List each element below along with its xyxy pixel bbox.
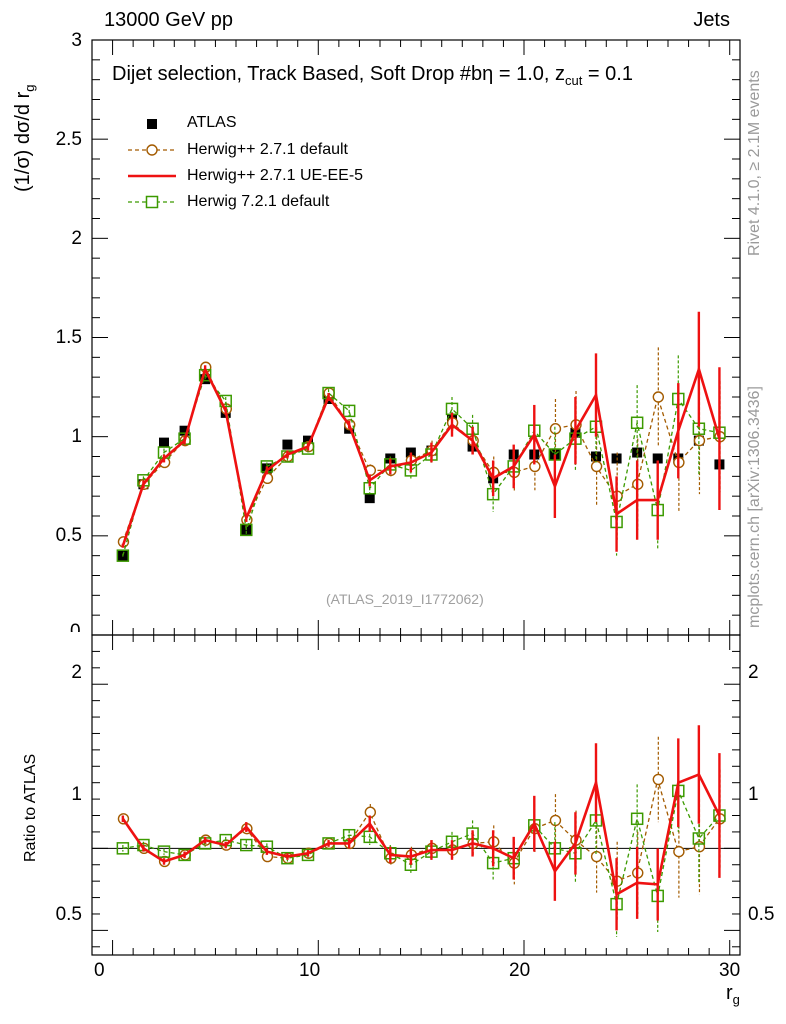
main-y-tick-label: 1.5 bbox=[55, 327, 82, 348]
plot-title-main: Dijet selection, Track Based, Soft Drop … bbox=[112, 63, 566, 85]
herwig-7-2-1-default-marker bbox=[281, 851, 294, 865]
x-tick-label: 0 bbox=[94, 960, 105, 981]
ratio-y-tick-label-right: 1 bbox=[748, 784, 759, 805]
main-y-axis-label-subscript: g bbox=[22, 84, 37, 92]
herwig-7-2-1-default-line bbox=[122, 788, 720, 905]
legend-marker-atlas bbox=[147, 119, 157, 129]
legend-marker-herwig72-default bbox=[145, 195, 159, 209]
herwig-7-2-1-default-line bbox=[122, 373, 720, 556]
herwig-2-7-1-default-marker bbox=[693, 840, 706, 853]
main-y-tick-label: 3 bbox=[71, 30, 82, 51]
herwig-7-2-1-default-marker bbox=[240, 838, 253, 852]
herwig-2-7-1-default-marker bbox=[652, 391, 665, 403]
plot-title-subscript: cut bbox=[565, 73, 583, 88]
ratio-y-tick-label-right: 0.5 bbox=[748, 904, 775, 925]
axis-ticks bbox=[91, 39, 740, 955]
x-tick-label: 20 bbox=[509, 960, 531, 981]
x-axis-label: rg bbox=[726, 982, 740, 1007]
herwig-7-2-1-default-marker bbox=[342, 404, 356, 418]
herwig-2-7-1-default-marker bbox=[549, 814, 562, 827]
main-y-tick-label: 2.5 bbox=[55, 129, 82, 150]
herwig-7-2-1-default-marker bbox=[630, 812, 644, 826]
plot-title: Dijet selection, Track Based, Soft Drop … bbox=[112, 63, 633, 88]
atlas-data-point bbox=[282, 439, 293, 450]
legend-marker-herwigpp-default bbox=[146, 144, 158, 156]
main-y-axis-label-text: (1/σ) dσ/d r bbox=[12, 91, 34, 192]
main-y-tick-label: 2 bbox=[71, 228, 82, 249]
atlas-data-point bbox=[179, 425, 190, 436]
ratio-y-tick-label: 1 bbox=[71, 784, 82, 805]
herwig-7-2-1-default-marker bbox=[116, 842, 130, 855]
atlas-data-point bbox=[303, 435, 313, 446]
herwig-7-2-1-default-marker bbox=[116, 549, 130, 562]
herwig-7-2-1-default-marker bbox=[240, 523, 253, 537]
main-series-layer bbox=[116, 311, 726, 562]
herwig-2-7-1-ue-ee-5-line bbox=[121, 364, 721, 547]
main-y-axis-label: (1/σ) dσ/d rg bbox=[12, 85, 37, 193]
herwig-2-7-1-default-marker bbox=[549, 423, 562, 435]
herwig-2-7-1-default-marker bbox=[693, 434, 706, 447]
herwig-2-7-1-default-marker bbox=[590, 460, 603, 473]
herwig-7-2-1-default-marker bbox=[692, 832, 706, 845]
ratio-y-tick-label: 2 bbox=[71, 662, 82, 683]
x-tick-label: 10 bbox=[299, 960, 321, 981]
main-y-tick-label: 1 bbox=[71, 426, 82, 447]
herwig-2-7-1-default-line bbox=[122, 365, 720, 543]
legend-label-herwig72-default: Herwig 7.2.1 default bbox=[187, 193, 330, 210]
legend-label-herwigpp-default: Herwig++ 2.7.1 default bbox=[187, 141, 348, 158]
herwig-2-7-1-ue-ee-5-line bbox=[121, 772, 721, 897]
atlas-data-point bbox=[364, 493, 375, 504]
ratio-frame-rect bbox=[91, 634, 741, 956]
analysis-watermark: (ATLAS_2019_I1772062) bbox=[326, 591, 484, 607]
ratio-plot-frame bbox=[91, 634, 741, 956]
herwig-2-7-1-default-marker bbox=[652, 773, 665, 786]
atlas-data-point bbox=[159, 437, 169, 448]
herwig-2-7-1-default-line bbox=[122, 779, 720, 882]
herwig-2-7-1-default-marker bbox=[673, 845, 685, 858]
main-y-tick-label: 0.5 bbox=[55, 525, 82, 546]
legend-markers bbox=[128, 119, 176, 209]
legend-label-atlas: ATLAS bbox=[187, 114, 237, 131]
atlas-data-point bbox=[652, 453, 663, 464]
main-y-tick-label-zero: 0 bbox=[70, 621, 81, 632]
x-axis-label-subscript: g bbox=[732, 992, 740, 1007]
category-label: Jets bbox=[693, 9, 730, 31]
rivet-version-label: Rivet 4.1.0, ≥ 2.1M events bbox=[746, 70, 763, 256]
plot-title-suffix: = 0.1 bbox=[582, 63, 633, 85]
atlas-data-point bbox=[611, 453, 622, 464]
ratio-series-layer bbox=[116, 725, 726, 937]
x-tick-label: 30 bbox=[719, 960, 741, 981]
ratio-y-tick-label: 0.5 bbox=[55, 904, 82, 925]
energy-label: 13000 GeV pp bbox=[104, 9, 233, 31]
herwig-7-2-1-default-marker bbox=[178, 848, 191, 862]
x-axis-label-text: r bbox=[726, 982, 733, 1004]
herwig-7-2-1-default-marker bbox=[157, 845, 171, 858]
ratio-y-axis-label: Ratio to ATLAS bbox=[22, 753, 39, 862]
herwig-7-2-1-default-marker bbox=[630, 416, 644, 430]
ratio-y-tick-label-right: 2 bbox=[748, 662, 759, 683]
mcplots-label: mcplots.cern.ch [arXiv:1306.3436] bbox=[746, 386, 763, 628]
legend-label-herwigpp-ueee5: Herwig++ 2.7.1 UE-EE-5 bbox=[187, 167, 364, 184]
